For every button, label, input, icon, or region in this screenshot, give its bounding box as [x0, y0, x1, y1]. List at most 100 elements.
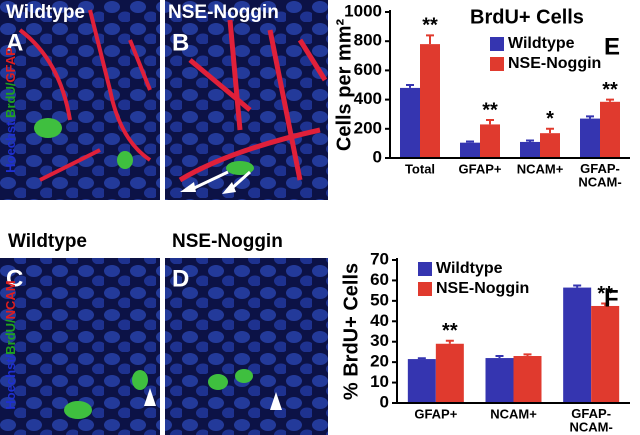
bar: [563, 287, 592, 403]
image-panels: [0, 0, 328, 435]
bar: [485, 358, 514, 403]
y-tick-label: 30: [370, 331, 389, 350]
error-bar: [601, 302, 610, 306]
x-tick-label: NCAM+: [517, 161, 564, 176]
brdu-cell: [34, 118, 62, 138]
y-tick-label: 200: [354, 118, 382, 137]
panel-label: Wildtype: [8, 231, 87, 252]
error-bar: [546, 127, 554, 134]
legend-label: Wildtype: [436, 260, 503, 277]
error-bar: [426, 34, 434, 45]
brdu-cell: [64, 401, 92, 419]
significance: **: [482, 99, 498, 121]
y-tick-label: 10: [370, 372, 389, 391]
panel-label: NSE-Noggin: [172, 231, 283, 252]
error-bar: [406, 84, 414, 88]
stain-part: Hoechst/: [3, 118, 18, 173]
y-tick-label: 0: [373, 147, 382, 166]
chart-title: BrdU+ Cells: [470, 6, 584, 28]
gfap-fibers: [178, 19, 328, 183]
x-tick-label: GFAP-NCAM-: [570, 406, 613, 435]
stain-part: BrdU/: [3, 319, 18, 355]
error-bar: [526, 139, 534, 142]
panel-letter: B: [172, 29, 189, 56]
bar: [435, 343, 464, 403]
arrow: [189, 170, 251, 192]
bar: [420, 44, 440, 159]
legend-swatch: [418, 262, 432, 276]
error-bar: [466, 140, 474, 143]
brdu-cell: [117, 151, 133, 169]
bar: [540, 133, 560, 158]
error-bar: [486, 119, 494, 125]
bar: [460, 142, 480, 158]
error-bar: [495, 355, 504, 359]
x-tick-label: NCAM+: [490, 406, 537, 421]
stain-part: NCAM: [3, 280, 18, 319]
panel-label: Wildtype: [6, 2, 85, 23]
stain-part: BrdU/: [3, 82, 18, 118]
y-axis-label: Cells per mm²: [333, 19, 355, 152]
y-tick-label: 600: [354, 60, 382, 79]
x-tick-label: GFAP-NCAM-: [578, 161, 621, 190]
y-tick-label: 20: [370, 352, 389, 371]
gfap-fibers: [18, 9, 152, 182]
panel-letter: D: [172, 265, 189, 292]
brdu-cell: [132, 370, 148, 390]
error-bar: [586, 115, 594, 119]
bar: [400, 87, 420, 158]
panel-letter: F: [604, 285, 619, 312]
x-tick-label: GFAP+: [459, 161, 502, 176]
stain-label: Hoechst/BrdU/NCAM: [3, 280, 18, 409]
x-tick-label: GFAP+: [414, 406, 457, 421]
micrograph: [0, 0, 160, 200]
error-bar: [445, 339, 454, 344]
error-bar: [573, 284, 582, 288]
error-bar: [523, 353, 532, 357]
micrograph: [165, 258, 328, 435]
legend-label: NSE-Noggin: [508, 55, 601, 72]
error-bar: [417, 357, 426, 360]
y-tick-label: 40: [370, 311, 389, 330]
bar: [580, 118, 600, 158]
x-tick-label: Total: [405, 161, 435, 176]
panel-label: NSE-Noggin: [168, 2, 279, 23]
y-tick-label: 800: [354, 31, 382, 50]
stain-part: GFAP: [3, 47, 18, 83]
brdu-cell: [235, 369, 253, 383]
panel-letter: C: [6, 265, 23, 292]
y-tick-label: 1000: [344, 1, 382, 20]
significance: **: [422, 15, 438, 37]
stain-part: Hoechst/: [3, 354, 18, 409]
brdu-cell: [226, 161, 254, 175]
bar: [600, 101, 620, 158]
y-tick-label: 0: [380, 392, 389, 411]
legend-swatch: [490, 57, 504, 71]
bar: [591, 305, 620, 403]
y-tick-label: 400: [354, 89, 382, 108]
bar: [513, 356, 542, 403]
stain-label: Hoechst/BrdU/GFAP: [3, 47, 18, 173]
panel-letter: A: [6, 29, 23, 56]
bar: [480, 124, 500, 158]
significance: **: [597, 283, 613, 305]
panel-letter: E: [604, 33, 620, 60]
error-bar: [606, 98, 614, 102]
legend-swatch: [490, 37, 504, 51]
y-tick-label: 50: [370, 290, 389, 309]
arrowhead: [180, 182, 236, 194]
significance: **: [602, 79, 618, 101]
bar: [520, 141, 540, 158]
significance: *: [546, 108, 554, 130]
bar: [407, 359, 436, 403]
legend-label: Wildtype: [508, 35, 575, 52]
legend-label: NSE-Noggin: [436, 280, 529, 297]
significance: **: [442, 320, 458, 342]
legend-swatch: [418, 282, 432, 296]
y-tick-label: 60: [370, 270, 389, 289]
brdu-cell: [208, 374, 228, 390]
y-axis-label: % BrdU+ Cells: [340, 263, 362, 400]
y-tick-label: 70: [370, 249, 389, 268]
